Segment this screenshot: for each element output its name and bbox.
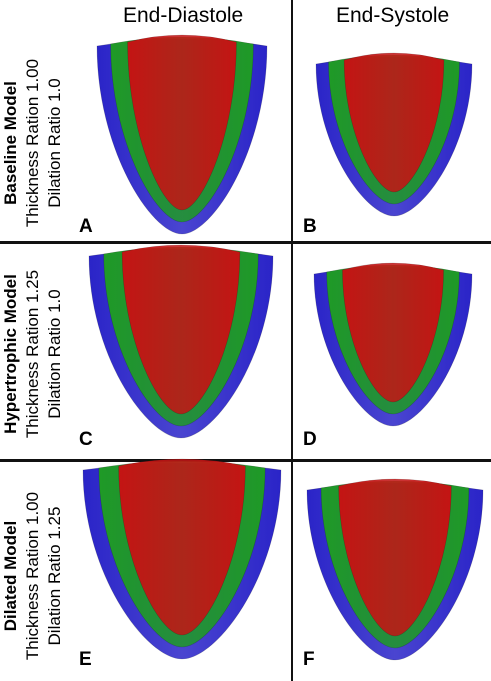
endocardium-layer — [342, 262, 444, 403]
panel-letter-b: B — [303, 216, 317, 237]
model-name: Hypertrophic Model — [1, 274, 20, 434]
horizontal-divider-2 — [0, 459, 491, 462]
dilation-ratio: Dilation Ratio 1.0 — [45, 78, 64, 208]
heart-model-f — [306, 478, 484, 661]
heart-model-a — [96, 34, 268, 235]
thickness-ratio: Thickness Ration 1.00 — [23, 58, 42, 228]
column-title-end-systole: End-Systole — [336, 4, 450, 27]
panel-letter-d: D — [303, 429, 317, 450]
row-label-dilated: Dilated Model Thickness Ration 1.00 Dila… — [0, 471, 72, 681]
column-title-end-diastole: End-Diastole — [123, 4, 244, 27]
heart-model-c — [88, 244, 274, 439]
model-name: Dilated Model — [1, 520, 20, 632]
heart-model-e — [82, 458, 282, 660]
row-label-baseline: Baseline Model Thickness Ration 1.00 Dil… — [0, 38, 72, 248]
endocardium-layer — [118, 458, 246, 636]
endocardium-layer — [338, 478, 452, 637]
panel-letter-f: F — [303, 649, 315, 670]
endocardium-layer — [121, 244, 241, 415]
horizontal-divider-1 — [0, 241, 491, 244]
dilation-ratio: Dilation Ratio 1.0 — [45, 289, 64, 419]
panel-letter-c: C — [79, 429, 93, 450]
panel-letter-a: A — [79, 216, 93, 237]
dilation-ratio: Dilation Ratio 1.25 — [45, 506, 64, 646]
heart-model-d — [313, 262, 473, 427]
thickness-ratio: Thickness Ration 1.25 — [23, 269, 42, 439]
row-label-hypertrophic: Hypertrophic Model Thickness Ration 1.25… — [0, 249, 72, 459]
endocardium-layer — [343, 52, 445, 193]
vertical-divider — [291, 0, 293, 681]
thickness-ratio: Thickness Ration 1.00 — [23, 491, 42, 661]
heart-model-b — [315, 52, 473, 217]
model-name: Baseline Model — [1, 81, 20, 205]
panel-letter-e: E — [79, 649, 92, 670]
endocardium-layer — [127, 34, 237, 211]
